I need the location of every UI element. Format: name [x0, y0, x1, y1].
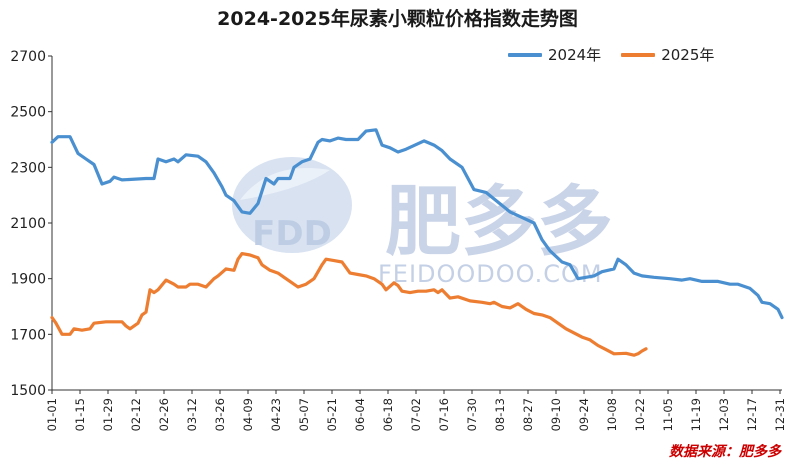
x-tick-label: 07-30: [465, 398, 479, 431]
legend-item-2024: 2024年: [508, 44, 601, 65]
x-tick-label: 04-23: [269, 398, 283, 431]
x-tick-label: 01-01: [45, 398, 59, 431]
y-tick-label: 2300: [10, 160, 46, 176]
x-tick-label: 08-27: [521, 398, 535, 431]
y-tick-label: 1700: [10, 327, 46, 343]
series-line-2024: [50, 128, 784, 320]
x-tick-label: 08-13: [493, 398, 507, 431]
x-tick-label: 01-29: [101, 398, 115, 431]
x-tick-label: 10-08: [605, 398, 619, 431]
source-note: 数据来源：肥多多: [669, 444, 781, 460]
x-tick-label: 04-09: [241, 398, 255, 431]
x-tick-label: 12-17: [745, 398, 759, 431]
x-tick-label: 01-15: [73, 398, 87, 431]
x-tick-label: 11-19: [689, 398, 703, 431]
watermark-logo: FDD: [232, 157, 352, 254]
y-tick-label: 2700: [10, 49, 46, 65]
x-tick-label: 03-12: [185, 398, 199, 431]
x-tick-label: 02-26: [157, 398, 171, 431]
legend-swatch-2025: [621, 52, 656, 57]
x-tick-label: 09-10: [549, 398, 563, 431]
watermark-brand-en: FEIDOODOO.COM: [378, 260, 603, 288]
x-tick-label: 07-16: [437, 398, 451, 431]
x-tick-label: 10-22: [633, 398, 647, 431]
x-tick-label: 06-04: [353, 398, 367, 431]
legend-item-2025: 2025年: [621, 44, 714, 65]
y-tick-label: 1900: [10, 272, 46, 288]
legend-swatch-2024: [508, 52, 542, 57]
x-tick-label: 03-26: [213, 398, 227, 431]
chart-title: 2024-2025年尿素小颗粒价格指数走势图: [217, 8, 578, 30]
y-tick-label: 1500: [10, 383, 46, 399]
legend: 2024年 2025年: [508, 44, 734, 65]
watermark-brand-cn: 肥多多: [385, 177, 613, 266]
x-tick-label: 05-07: [297, 398, 311, 431]
x-tick-label: 02-12: [129, 398, 143, 431]
x-tick-label: 11-05: [661, 398, 675, 431]
x-tick-label: 09-24: [577, 398, 591, 431]
x-tick-label: 12-31: [773, 398, 787, 431]
watermark-logo-text: FDD: [252, 214, 332, 254]
y-tick-label: 2500: [10, 105, 46, 121]
series-line-2025: [50, 252, 648, 357]
y-tick-label: 2100: [10, 216, 46, 232]
x-tick-label: 05-21: [325, 398, 339, 431]
x-tick-label: 06-18: [381, 398, 395, 431]
x-tick-label: 12-03: [717, 398, 731, 431]
legend-label-2025: 2025年: [661, 46, 715, 64]
legend-label-2024: 2024年: [548, 46, 602, 64]
x-tick-label: 07-02: [409, 398, 423, 431]
